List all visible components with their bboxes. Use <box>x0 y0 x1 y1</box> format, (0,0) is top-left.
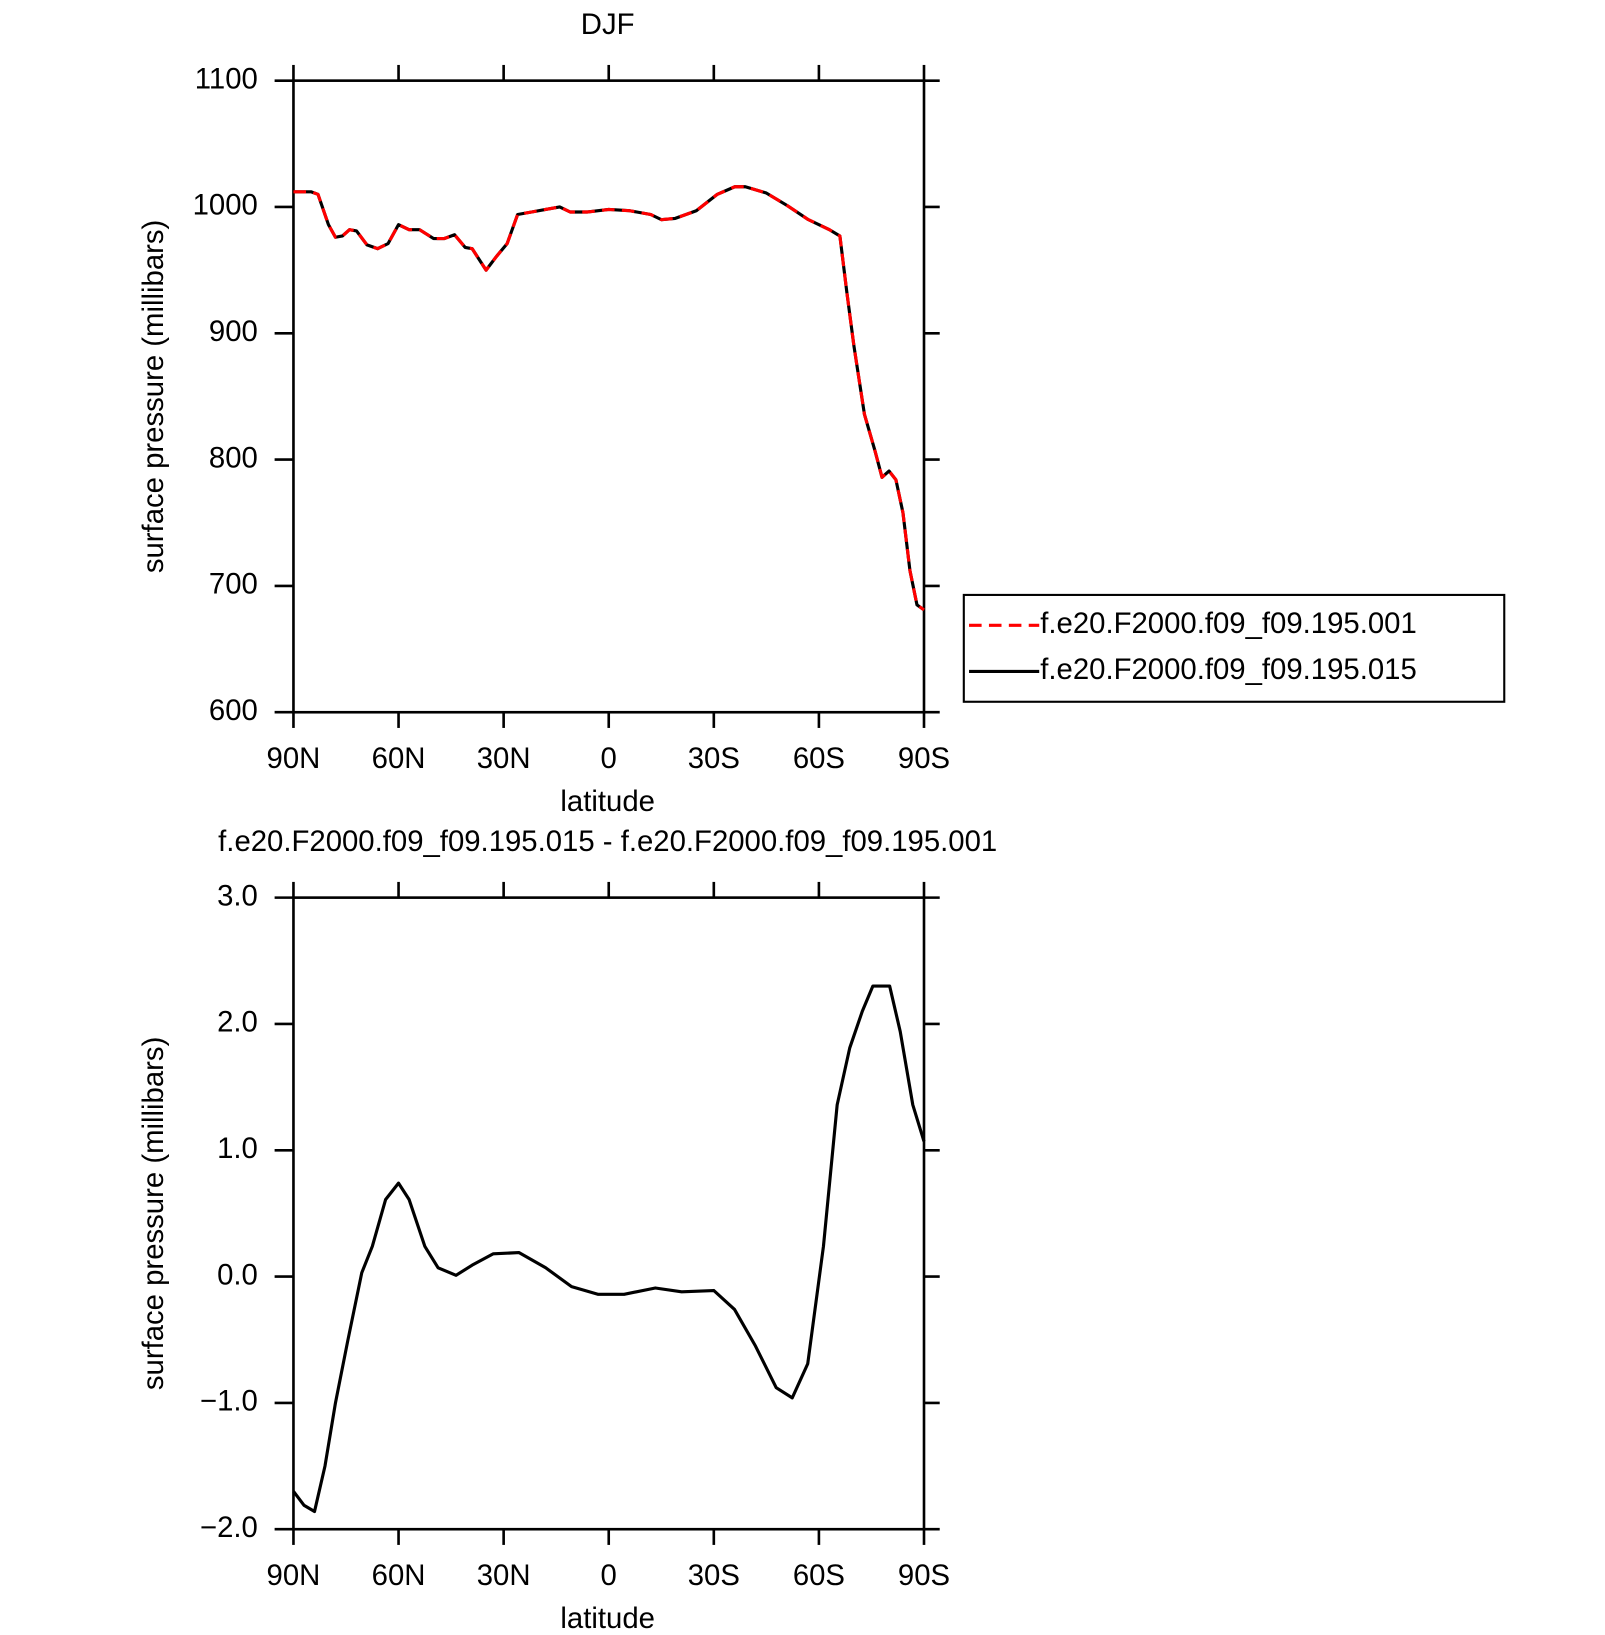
x-tick-label: 30S <box>688 742 740 775</box>
y-tick-label: 0.0 <box>217 1258 258 1291</box>
x-axis-label: latitude <box>560 785 655 818</box>
y-tick-label: 800 <box>209 441 258 474</box>
legend-label: f.e20.F2000.f09_f09.195.015 <box>1040 653 1417 686</box>
data-line <box>292 984 926 1514</box>
y-tick-label: 1100 <box>195 62 258 95</box>
y-tick-label: 1.0 <box>217 1132 258 1165</box>
y-axis-label: surface pressure (millibars) <box>137 220 170 573</box>
x-tick-label: 0 <box>601 742 617 775</box>
x-tick-label: 0 <box>601 1559 617 1592</box>
y-axis-label: surface pressure (millibars) <box>137 1037 170 1390</box>
y-tick-label: −2.0 <box>200 1511 258 1544</box>
y-tick-label: 1000 <box>193 189 258 222</box>
y-tick-label: 3.0 <box>217 879 258 912</box>
x-tick-label: 30N <box>477 1559 531 1592</box>
legend-label: f.e20.F2000.f09_f09.195.001 <box>1040 607 1417 640</box>
x-tick-label: 90N <box>267 742 321 775</box>
data-line <box>293 185 925 612</box>
x-tick-label: 30S <box>688 1559 740 1592</box>
legend-box <box>962 593 1506 703</box>
x-tick-label: 30N <box>477 742 531 775</box>
x-tick-label: 60S <box>793 742 845 775</box>
x-tick-label: 90S <box>898 1559 950 1592</box>
x-axis-label: latitude <box>560 1602 655 1635</box>
y-tick-label: 600 <box>209 694 258 727</box>
plot-frame <box>292 79 926 714</box>
plot-frame <box>292 896 926 1531</box>
y-tick-label: 2.0 <box>217 1006 258 1039</box>
y-tick-label: 900 <box>209 315 258 348</box>
x-tick-label: 60N <box>372 742 426 775</box>
x-tick-label: 60N <box>372 1559 426 1592</box>
x-tick-label: 60S <box>793 1559 845 1592</box>
x-tick-label: 90S <box>898 742 950 775</box>
chart-title: DJF <box>581 8 635 41</box>
chart-title: f.e20.F2000.f09_f09.195.015 - f.e20.F200… <box>218 825 997 858</box>
y-tick-label: −1.0 <box>200 1385 258 1418</box>
y-tick-label: 700 <box>209 568 258 601</box>
x-tick-label: 90N <box>267 1559 321 1592</box>
data-line <box>293 185 925 612</box>
